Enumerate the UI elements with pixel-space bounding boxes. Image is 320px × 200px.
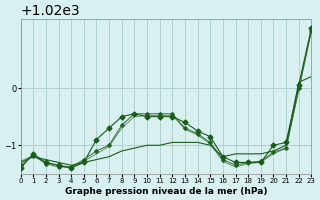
X-axis label: Graphe pression niveau de la mer (hPa): Graphe pression niveau de la mer (hPa) [65, 187, 267, 196]
